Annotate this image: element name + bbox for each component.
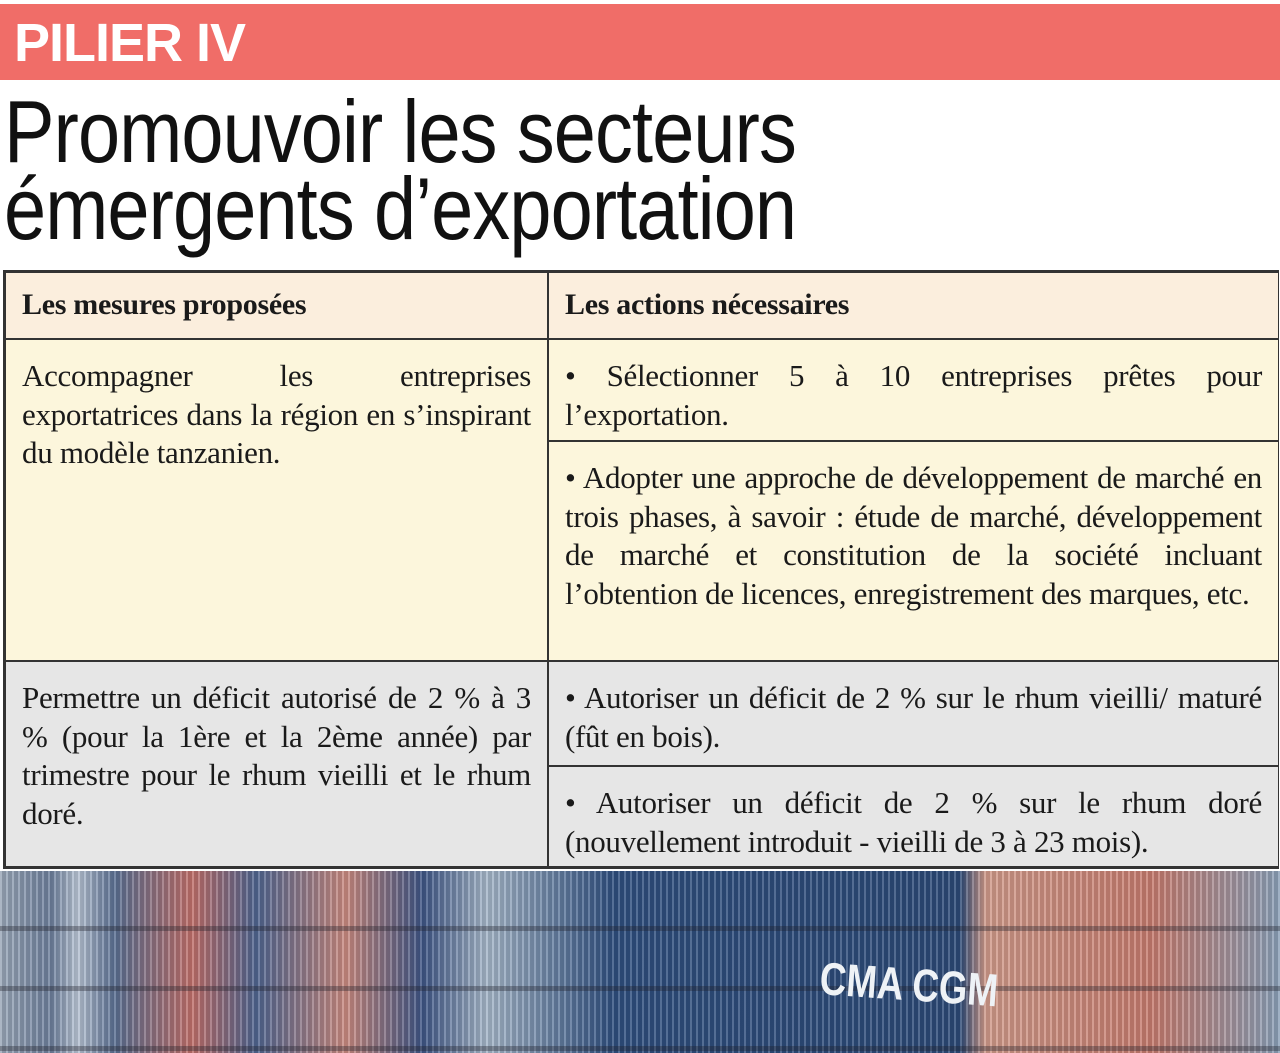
measure-cell: Accompagner les entreprises exportatrice…	[5, 339, 548, 661]
headline-line-2: émergents d’exportation	[4, 159, 797, 258]
action-cell: • Sélectionner 5 à 10 entreprises prêtes…	[548, 339, 1279, 441]
header-actions: Les actions nécessaires	[548, 272, 1279, 339]
action-cell: • Adopter une approche de développement …	[548, 441, 1279, 661]
action-cell: • Autoriser un déficit de 2 % sur le rhu…	[548, 766, 1279, 867]
measures-table: Les mesures proposées Les actions nécess…	[3, 270, 1279, 869]
headline-line-1: Promouvoir les secteurs	[4, 82, 797, 181]
action-cell: • Autoriser un déficit de 2 % sur le rhu…	[548, 661, 1279, 766]
pillar-label: PILIER IV	[14, 13, 246, 73]
measure-cell: Permettre un déficit autorisé de 2 % à 3…	[5, 661, 548, 867]
header-measures: Les mesures proposées	[5, 272, 548, 339]
shipping-containers-photo: CMA CGM	[0, 871, 1280, 1053]
pillar-banner: PILIER IV	[0, 4, 1280, 80]
